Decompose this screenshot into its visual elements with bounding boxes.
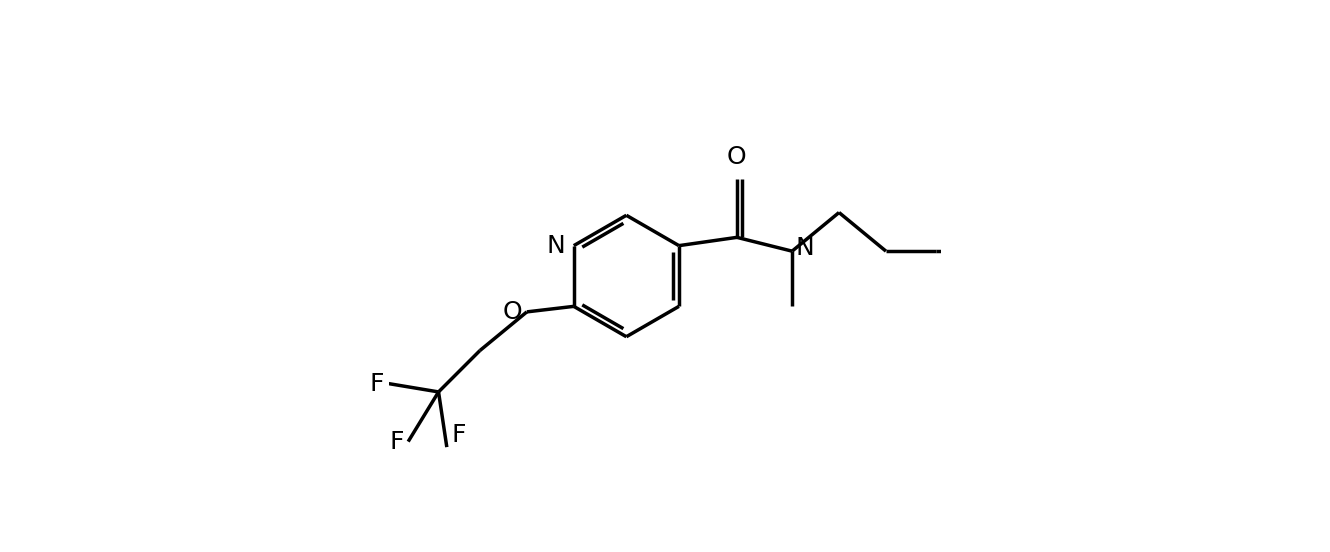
Text: F: F: [390, 429, 404, 454]
Text: O: O: [503, 300, 523, 324]
Text: O: O: [728, 146, 746, 169]
Text: F: F: [451, 423, 465, 447]
Text: N: N: [795, 236, 814, 261]
Text: N: N: [547, 233, 565, 258]
Text: F: F: [370, 371, 384, 396]
